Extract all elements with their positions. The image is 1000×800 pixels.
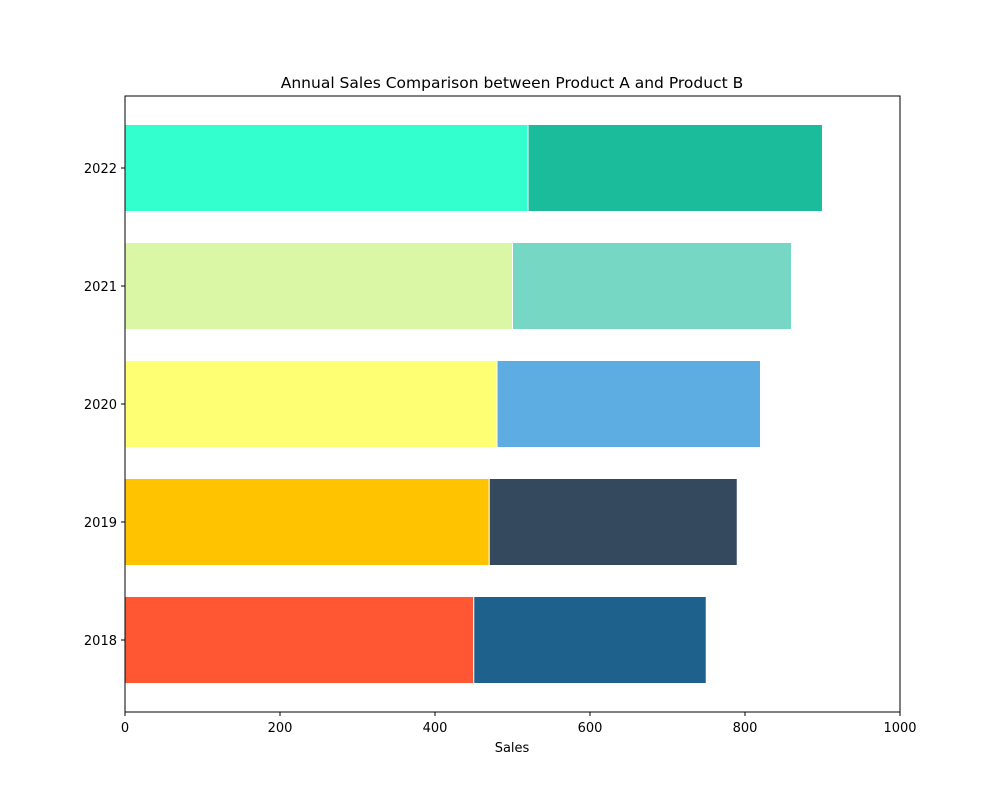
bar-2022-series-1 <box>124 124 529 212</box>
x-axis-label: Sales <box>495 741 530 756</box>
x-tick-label: 600 <box>578 721 603 736</box>
x-tick-label: 200 <box>268 721 293 736</box>
y-axis: 2018 2019 2020 2021 2022 <box>84 162 125 649</box>
y-tick-label: 2019 <box>84 516 117 531</box>
y-tick-label: 2021 <box>84 280 117 295</box>
bar-2018-series-2 <box>473 596 707 684</box>
bars-group <box>124 124 823 684</box>
bar-2021-series-1 <box>124 242 513 330</box>
x-tick-label: 0 <box>121 721 129 736</box>
chart-title: Annual Sales Comparison between Product … <box>281 74 743 92</box>
bar-2019-series-1 <box>124 478 490 566</box>
y-tick-label: 2022 <box>84 162 117 177</box>
y-tick-label: 2020 <box>84 398 117 413</box>
bar-2018-series-1 <box>124 596 475 684</box>
bar-2022-series-2 <box>527 124 823 212</box>
x-axis: 0 200 400 600 800 1000 <box>121 712 917 736</box>
x-tick-label: 1000 <box>883 721 916 736</box>
bar-2020-series-1 <box>124 360 498 448</box>
x-tick-label: 800 <box>733 721 758 736</box>
bar-2019-series-2 <box>488 478 738 566</box>
y-tick-label: 2018 <box>84 634 117 649</box>
bar-2021-series-2 <box>512 242 792 330</box>
bar-2020-series-2 <box>496 360 761 448</box>
x-tick-label: 400 <box>423 721 448 736</box>
